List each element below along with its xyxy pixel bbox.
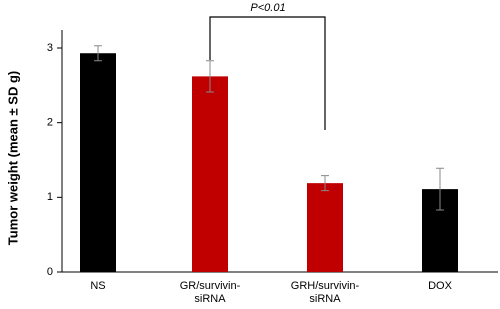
significance-label: P<0.01 xyxy=(250,2,285,14)
error-bar xyxy=(321,175,329,192)
error-bar xyxy=(94,45,102,62)
error-bar xyxy=(436,167,444,211)
x-tick-label: GR/survivin-siRNA xyxy=(180,280,241,304)
error-bar xyxy=(206,60,214,93)
y-axis-label: Tumor weight (mean ± SD g) xyxy=(5,71,20,245)
bar xyxy=(307,183,343,272)
x-tick-label: NS xyxy=(90,280,105,292)
y-tick-label: 1 xyxy=(47,191,53,203)
y-tick-label: 3 xyxy=(47,42,53,54)
x-tick-label: DOX xyxy=(428,280,453,292)
bar xyxy=(80,53,116,272)
y-tick-label: 2 xyxy=(47,117,53,129)
y-tick-label: 0 xyxy=(47,266,53,278)
significance-bracket xyxy=(209,16,326,130)
bar xyxy=(192,76,228,272)
x-tick-label: GRH/survivin-siRNA xyxy=(291,280,360,304)
